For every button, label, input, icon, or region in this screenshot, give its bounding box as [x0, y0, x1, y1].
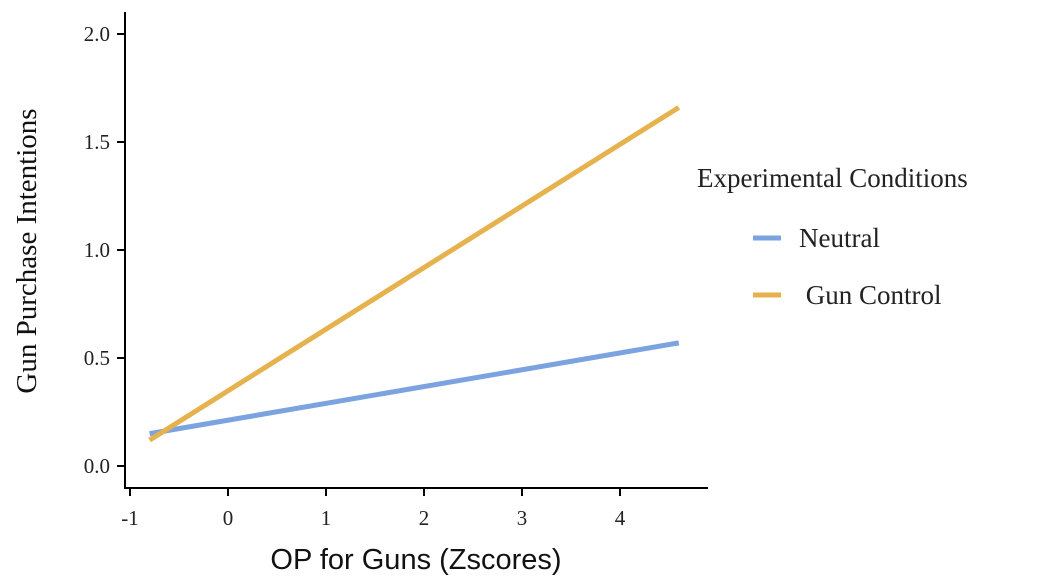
x-tick-label: -1	[121, 506, 139, 530]
series-line-gun-control	[148, 105, 681, 443]
x-tick-label: 1	[321, 506, 332, 530]
x-axis-label: OP for Guns (Zscores)	[270, 544, 561, 576]
y-tick-label: 1.5	[84, 130, 110, 154]
series-lines	[148, 105, 681, 443]
x-tick-label: 4	[615, 506, 626, 530]
y-tick-label: 0.0	[84, 454, 110, 478]
y-axis-label: Gun Purchase Intentions	[11, 108, 43, 393]
legend-label: Neutral	[799, 223, 880, 253]
y-tick-label: 1.0	[84, 238, 110, 262]
legend-label: Gun Control	[799, 280, 942, 310]
x-ticks: -1 0 1 2 3 4	[121, 488, 626, 530]
axes	[124, 12, 708, 489]
legend-title: Experimental Conditions	[697, 163, 968, 193]
x-tick-label: 3	[517, 506, 528, 530]
series-line-neutral	[149, 340, 680, 437]
x-tick-label: 0	[223, 506, 234, 530]
y-tick-label: 2.0	[84, 22, 110, 46]
y-tick-label: 0.5	[84, 346, 110, 370]
x-tick-label: 2	[419, 506, 430, 530]
legend-items: Neutral Gun Control	[753, 223, 942, 310]
legend: Experimental Conditions Neutral Gun Cont…	[697, 163, 968, 310]
y-ticks: 0.0 0.5 1.0 1.5 2.0	[84, 22, 125, 478]
